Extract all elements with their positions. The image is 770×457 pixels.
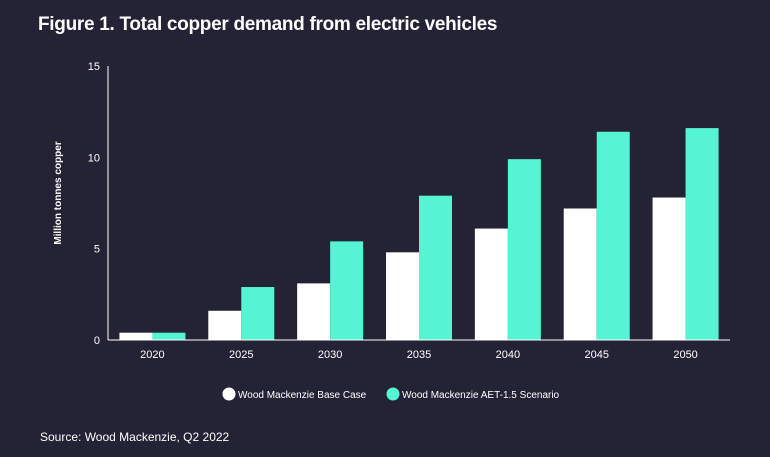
- bars: [119, 128, 719, 340]
- bar-base-case-2040: [474, 228, 508, 340]
- y-tick-label: 5: [94, 244, 100, 256]
- legend-marker: [222, 387, 236, 401]
- x-tick-label: 2025: [229, 349, 253, 361]
- legend-label: Wood Mackenzie Base Case: [238, 390, 367, 401]
- bar-base-case-2050: [652, 197, 686, 340]
- bar-base-case-2035: [386, 252, 419, 340]
- x-tick-label: 2045: [584, 349, 608, 361]
- y-tick-label: 10: [88, 152, 100, 164]
- bar-base-case-2020: [119, 332, 153, 340]
- chart-title: Figure 1. Total copper demand from elect…: [38, 14, 498, 35]
- x-tick-label: 2020: [140, 349, 164, 361]
- bar-scenario-2050: [685, 128, 719, 340]
- y-tick-label: 0: [94, 335, 100, 347]
- bar-scenario-2030: [330, 241, 364, 340]
- bar-scenario-2040: [507, 159, 541, 340]
- legend-label: Wood Mackenzie AET-1.5 Scenario: [402, 390, 560, 401]
- x-tick-label: 2035: [407, 349, 431, 361]
- bar-scenario-2025: [241, 287, 275, 340]
- bar-base-case-2030: [297, 283, 331, 340]
- source-note: Source: Wood Mackenzie, Q2 2022: [40, 430, 230, 444]
- bar-scenario-2020: [152, 332, 186, 340]
- x-tick-label: 2050: [673, 349, 697, 361]
- y-axis-label: Million tonnes copper: [53, 141, 64, 244]
- y-axis: 0 5 10 15 Million tonnes copper: [53, 61, 109, 347]
- legend: Wood Mackenzie Base Case Wood Mackenzie A…: [222, 387, 560, 401]
- legend-marker: [386, 387, 400, 401]
- bar-scenario-2045: [596, 131, 630, 340]
- bar-base-case-2025: [208, 310, 242, 340]
- y-tick-label: 15: [88, 61, 100, 73]
- bar-scenario-2035: [419, 195, 452, 340]
- x-axis: 2020 2025 2030 2035 2040 2045 2050: [108, 339, 730, 361]
- x-tick-label: 2030: [318, 349, 342, 361]
- bar-base-case-2045: [563, 208, 597, 340]
- x-tick-label: 2040: [496, 349, 520, 361]
